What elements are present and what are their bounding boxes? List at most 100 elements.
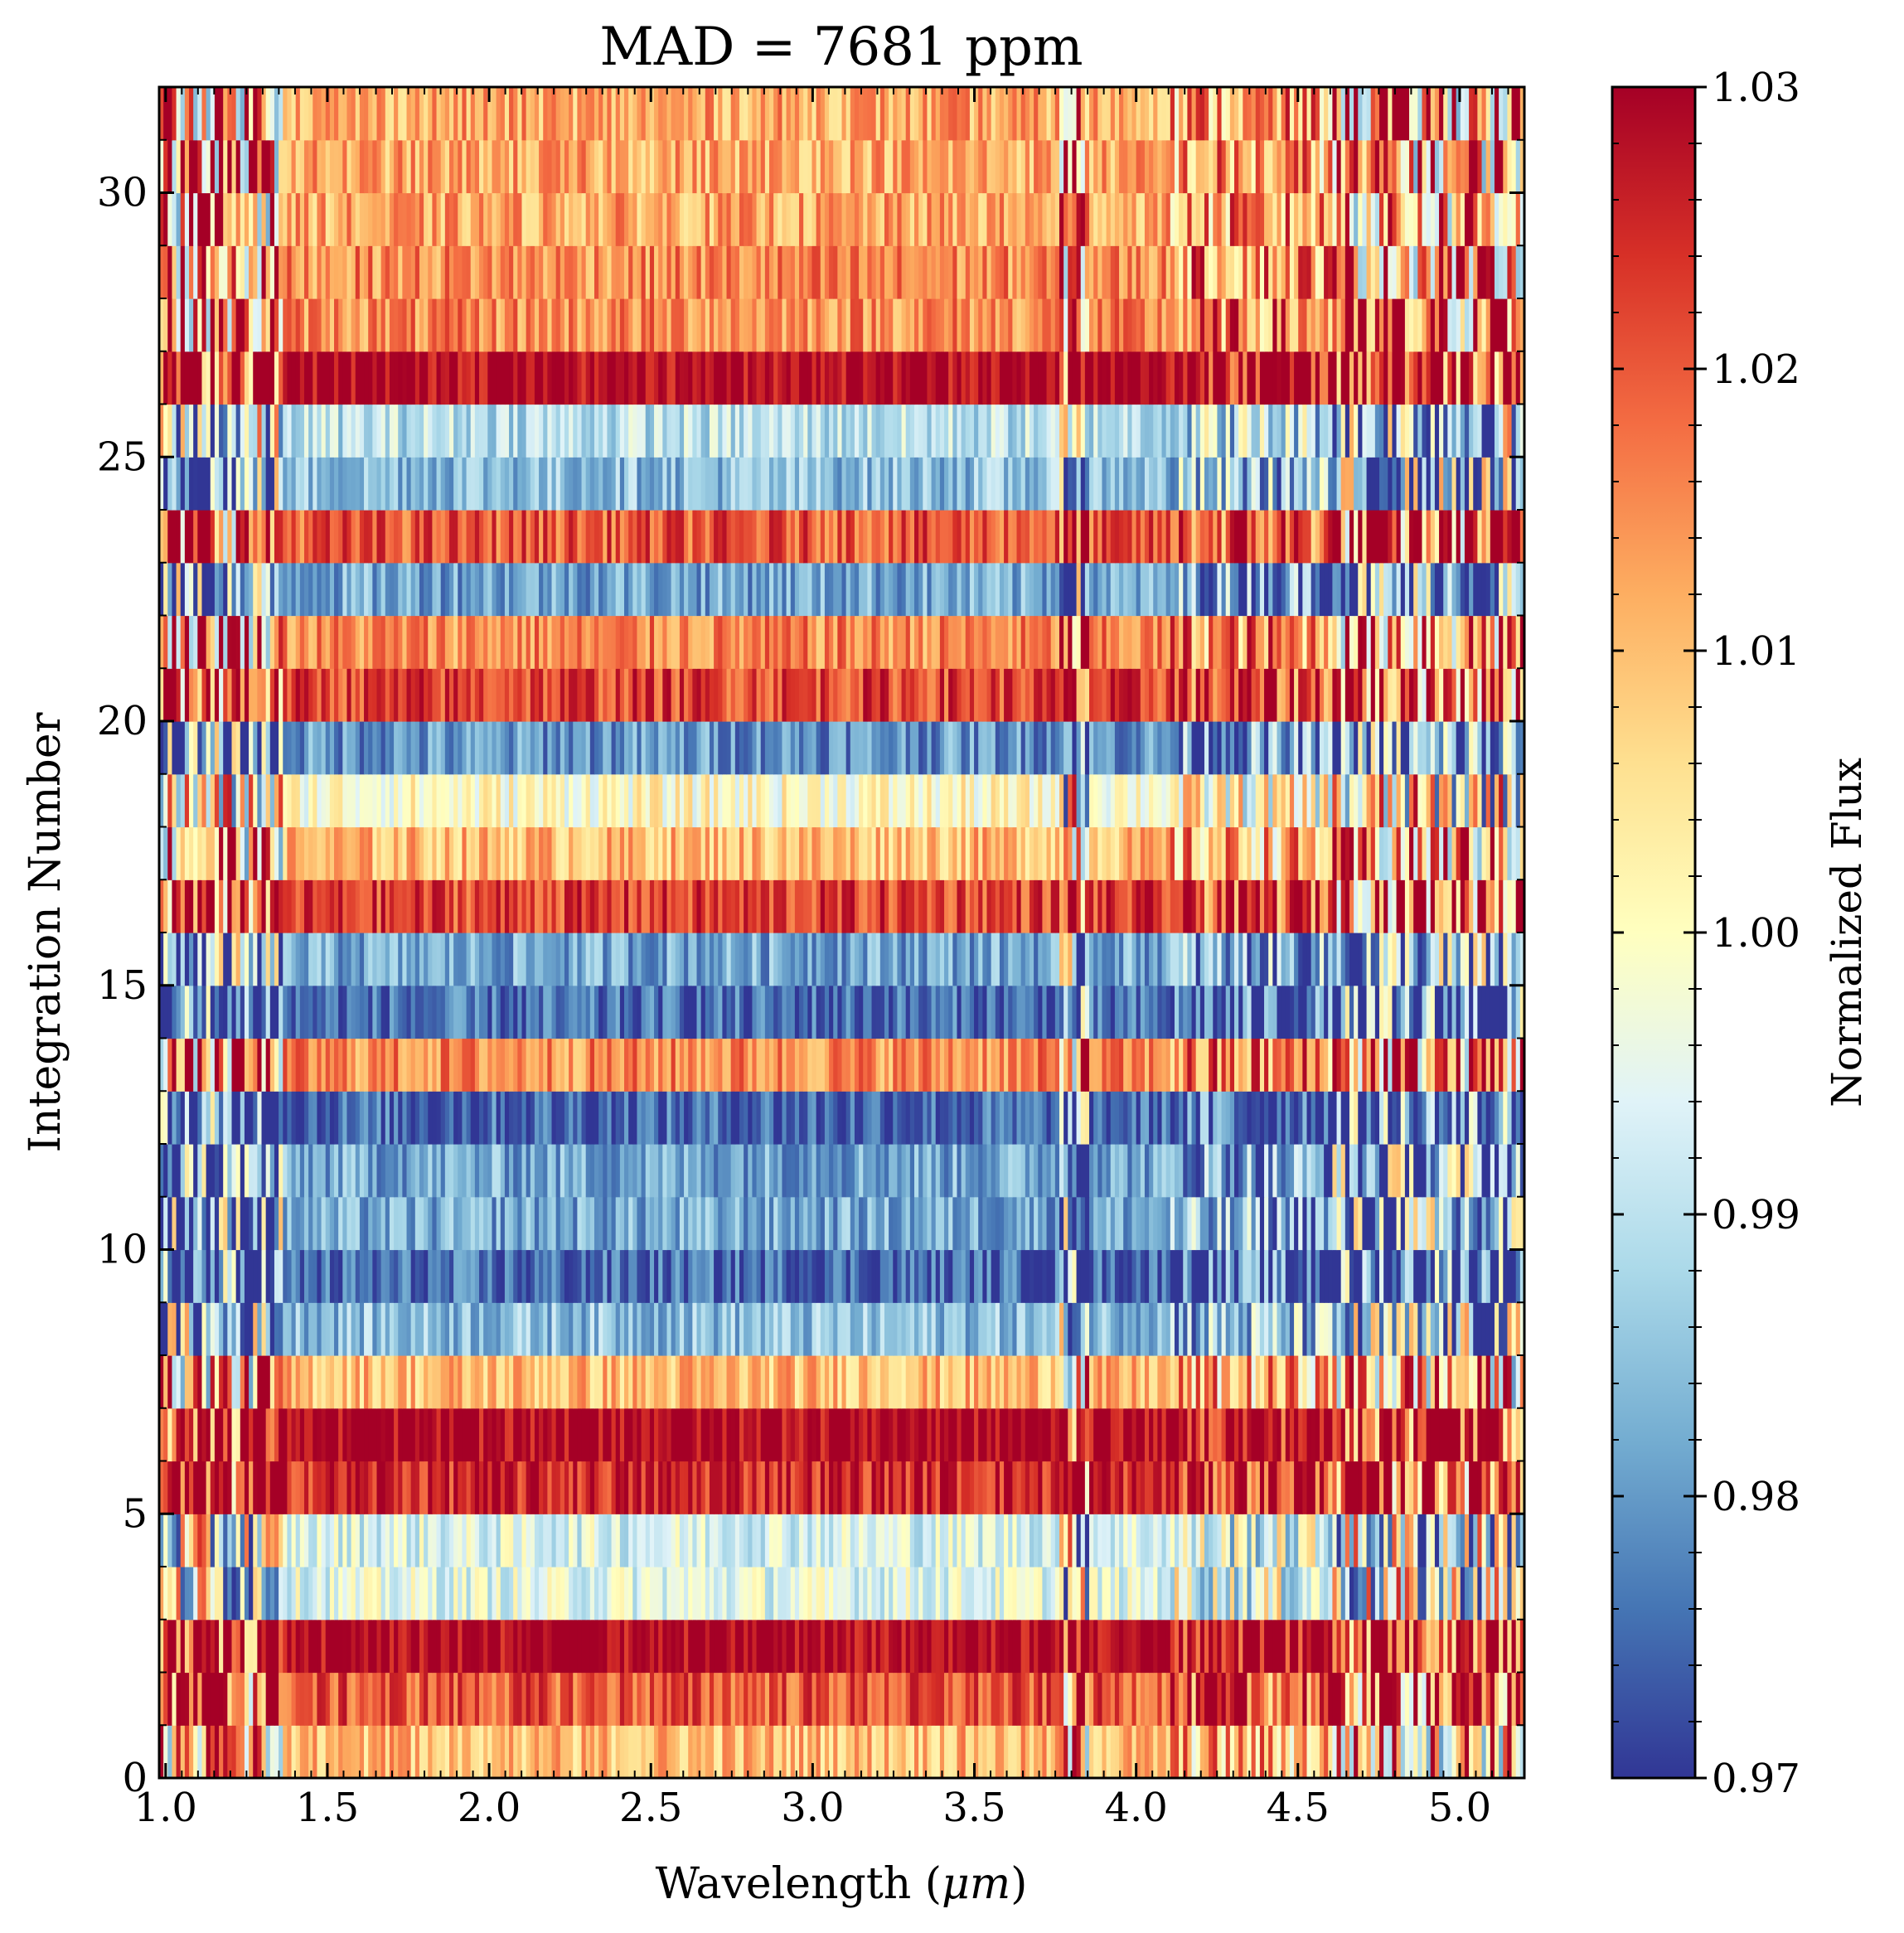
heatmap-cell [944,1302,949,1356]
heatmap-cell [1400,1091,1406,1145]
heatmap-cell [1259,1196,1265,1251]
heatmap-cell [879,1144,885,1198]
heatmap-cell [458,1091,463,1145]
heatmap-cell [820,1514,826,1567]
heatmap-cell [1209,1407,1214,1462]
heatmap-cell [833,1672,838,1726]
heatmap-cell [628,1514,633,1567]
heatmap-cell [1068,1725,1073,1778]
heatmap-cell [240,1038,245,1092]
heatmap-cell [197,1091,203,1145]
heatmap-cell [1477,1461,1483,1514]
heatmap-cell [577,1407,583,1462]
heatmap-cell [961,1407,967,1462]
heatmap-cell [329,1038,335,1092]
heatmap-cell [1110,1091,1116,1145]
heatmap-cell [734,1249,740,1303]
heatmap-cell [312,1196,318,1251]
heatmap-cell [1165,1038,1171,1092]
heatmap-cell [1383,1196,1388,1251]
heatmap-cell [487,1514,493,1567]
heatmap-cell [965,1672,971,1726]
heatmap-cell [730,1619,736,1674]
heatmap-cell [581,1461,587,1514]
heatmap-cell [496,1567,501,1621]
heatmap-cell [372,1091,378,1145]
heatmap-cell [1102,1038,1107,1092]
heatmap-cell [453,1407,458,1462]
heatmap-cell [291,1144,297,1198]
heatmap-cell [432,1249,438,1303]
heatmap-cell [1473,1144,1478,1198]
heatmap-cell [509,1567,514,1621]
heatmap-cell [496,985,501,1039]
heatmap-cell [726,1514,732,1567]
heatmap-cell [730,1249,736,1303]
heatmap-cell [585,1196,591,1251]
heatmap-cell [1165,1407,1171,1462]
heatmap-cell [342,1567,348,1621]
heatmap-cell [986,1249,992,1303]
heatmap-cell [1199,1725,1205,1778]
heatmap-cell [1477,1091,1483,1145]
heatmap-cell [1396,1461,1402,1514]
heatmap-cell [1187,1407,1193,1462]
heatmap-cell [1161,1302,1167,1356]
heatmap-cell [321,985,327,1039]
heatmap-cell [1477,1567,1483,1621]
heatmap-cell [376,1091,382,1145]
heatmap-cell [845,1725,851,1778]
heatmap-cell [1084,1144,1090,1198]
heatmap-cell [551,933,557,986]
heatmap-cell [722,1672,728,1726]
heatmap-cell [201,1514,207,1567]
heatmap-cell [1264,1249,1269,1303]
heatmap-cell [231,1091,237,1145]
heatmap-cell [214,1672,220,1726]
heatmap-cell [1392,1725,1398,1778]
heatmap-cell [662,1461,668,1514]
heatmap-cell [1426,1619,1432,1674]
heatmap-cell [1034,1302,1039,1356]
heatmap-cell [283,1407,288,1462]
heatmap-cell [1225,1567,1231,1621]
heatmap-cell [1209,1249,1214,1303]
heatmap-cell [517,1038,523,1092]
heatmap-cell [287,1725,293,1778]
heatmap-cell [1020,1302,1026,1356]
heatmap-cell [939,1038,945,1092]
heatmap-cell [1221,1672,1227,1726]
heatmap-cell [513,1619,518,1674]
heatmap-cell [1114,1302,1120,1356]
heatmap-cell [624,985,629,1039]
heatmap-cell [483,1567,488,1621]
heatmap-cell [394,1091,399,1145]
heatmap-cell [1140,1514,1146,1567]
heatmap-cell [573,1407,578,1462]
heatmap-cell [1285,1514,1291,1567]
heatmap-cell [240,1302,245,1356]
heatmap-cell [893,1407,899,1462]
heatmap-cell [1195,1461,1201,1514]
heatmap-cell [581,1144,587,1198]
heatmap-cell [1012,1567,1018,1621]
heatmap-cell [1161,1196,1167,1251]
heatmap-cell [206,1567,211,1621]
heatmap-cell [658,933,663,986]
heatmap-cell [1434,1144,1440,1198]
heatmap-cell [1456,1672,1461,1726]
heatmap-cell [1298,1619,1303,1674]
heatmap-cell [1209,1672,1214,1726]
heatmap-cell [1366,985,1372,1039]
heatmap-cell [607,1038,613,1092]
heatmap-cell [1336,1725,1342,1778]
heatmap-cell [1494,1725,1499,1778]
heatmap-cell [1016,1302,1022,1356]
heatmap-cell [346,1302,352,1356]
heatmap-cell [986,1672,992,1726]
heatmap-cell [410,1355,416,1409]
heatmap-cell [1311,1514,1316,1567]
heatmap-cell [782,1355,787,1409]
heatmap-cell [479,1407,484,1462]
heatmap-cell [560,1672,565,1726]
